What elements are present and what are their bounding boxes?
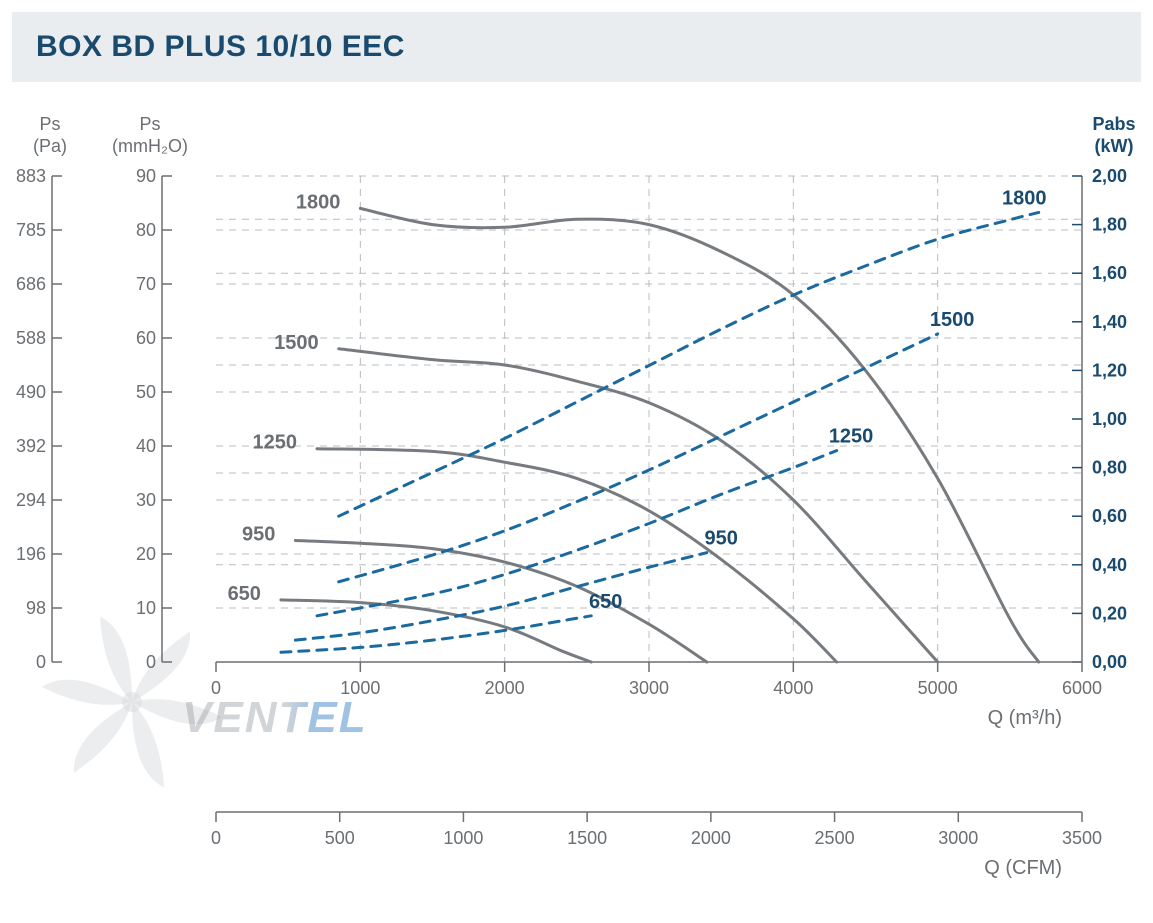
svg-text:20: 20	[136, 544, 156, 564]
svg-text:0: 0	[211, 828, 221, 848]
svg-text:1250: 1250	[829, 426, 874, 448]
axis-labels: 098196294392490588686785883Ps(Pa)0102030…	[16, 114, 1136, 879]
svg-text:1000: 1000	[443, 828, 483, 848]
svg-text:500: 500	[325, 828, 355, 848]
svg-text:1800: 1800	[296, 191, 341, 213]
svg-text:60: 60	[136, 328, 156, 348]
svg-text:1,20: 1,20	[1092, 360, 1127, 380]
svg-text:686: 686	[16, 274, 46, 294]
title-bar: BOX BD PLUS 10/10 EEC	[12, 12, 1141, 82]
pressure-curves	[281, 208, 1039, 662]
svg-text:1000: 1000	[340, 678, 380, 698]
svg-text:5000: 5000	[918, 678, 958, 698]
svg-text:2000: 2000	[485, 678, 525, 698]
svg-text:Pabs: Pabs	[1092, 114, 1135, 134]
svg-text:883: 883	[16, 166, 46, 186]
power-curves	[281, 212, 1039, 652]
svg-text:80: 80	[136, 220, 156, 240]
svg-text:3500: 3500	[1062, 828, 1102, 848]
svg-text:Ps: Ps	[39, 114, 60, 134]
svg-text:(mmH₂O): (mmH₂O)	[112, 136, 188, 156]
svg-text:(Pa): (Pa)	[33, 136, 67, 156]
svg-text:3000: 3000	[629, 678, 669, 698]
pressure-curve-650	[281, 600, 591, 662]
svg-text:1,40: 1,40	[1092, 312, 1127, 332]
svg-text:1250: 1250	[253, 432, 298, 454]
svg-text:650: 650	[589, 591, 622, 613]
svg-text:0,40: 0,40	[1092, 555, 1127, 575]
svg-text:1,80: 1,80	[1092, 215, 1127, 235]
svg-text:Ps: Ps	[139, 114, 160, 134]
svg-text:0,60: 0,60	[1092, 506, 1127, 526]
svg-text:490: 490	[16, 382, 46, 402]
svg-text:1,60: 1,60	[1092, 263, 1127, 283]
svg-text:10: 10	[136, 598, 156, 618]
power-curve-650	[281, 616, 591, 652]
svg-text:Q (CFM): Q (CFM)	[984, 857, 1062, 879]
svg-text:50: 50	[136, 382, 156, 402]
svg-text:1500: 1500	[930, 309, 975, 331]
grid	[216, 176, 1082, 662]
svg-text:1,00: 1,00	[1092, 409, 1127, 429]
svg-text:6000: 6000	[1062, 678, 1102, 698]
svg-text:1800: 1800	[1002, 187, 1047, 209]
svg-text:2000: 2000	[691, 828, 731, 848]
svg-text:2,00: 2,00	[1092, 166, 1127, 186]
svg-text:70: 70	[136, 274, 156, 294]
svg-text:(kW): (kW)	[1095, 136, 1134, 156]
svg-text:0: 0	[36, 652, 46, 672]
svg-text:294: 294	[16, 490, 46, 510]
svg-text:650: 650	[228, 583, 261, 605]
svg-text:4000: 4000	[773, 678, 813, 698]
svg-text:950: 950	[704, 528, 737, 550]
pressure-curve-1250	[317, 449, 837, 662]
svg-text:196: 196	[16, 544, 46, 564]
svg-text:0,80: 0,80	[1092, 458, 1127, 478]
power-curve-1250	[317, 451, 837, 616]
svg-text:785: 785	[16, 220, 46, 240]
svg-text:950: 950	[242, 524, 275, 546]
watermark-text: VENTEL	[182, 693, 368, 742]
pressure-curve-1800	[360, 208, 1038, 662]
svg-text:98: 98	[26, 598, 46, 618]
svg-text:0,20: 0,20	[1092, 603, 1127, 623]
svg-text:392: 392	[16, 436, 46, 456]
svg-text:1500: 1500	[274, 332, 319, 354]
svg-text:3000: 3000	[938, 828, 978, 848]
svg-text:2500: 2500	[815, 828, 855, 848]
svg-text:0,00: 0,00	[1092, 652, 1127, 672]
svg-text:40: 40	[136, 436, 156, 456]
performance-chart: VENTEL 098196294392490588686785883Ps(Pa)…	[12, 112, 1140, 892]
svg-text:0: 0	[211, 678, 221, 698]
chart-container: VENTEL 098196294392490588686785883Ps(Pa)…	[12, 112, 1140, 892]
svg-text:30: 30	[136, 490, 156, 510]
svg-text:0: 0	[146, 652, 156, 672]
svg-text:588: 588	[16, 328, 46, 348]
svg-text:90: 90	[136, 166, 156, 186]
svg-text:1500: 1500	[567, 828, 607, 848]
chart-title: BOX BD PLUS 10/10 EEC	[36, 30, 1117, 64]
svg-text:Q (m³/h): Q (m³/h)	[988, 707, 1062, 729]
